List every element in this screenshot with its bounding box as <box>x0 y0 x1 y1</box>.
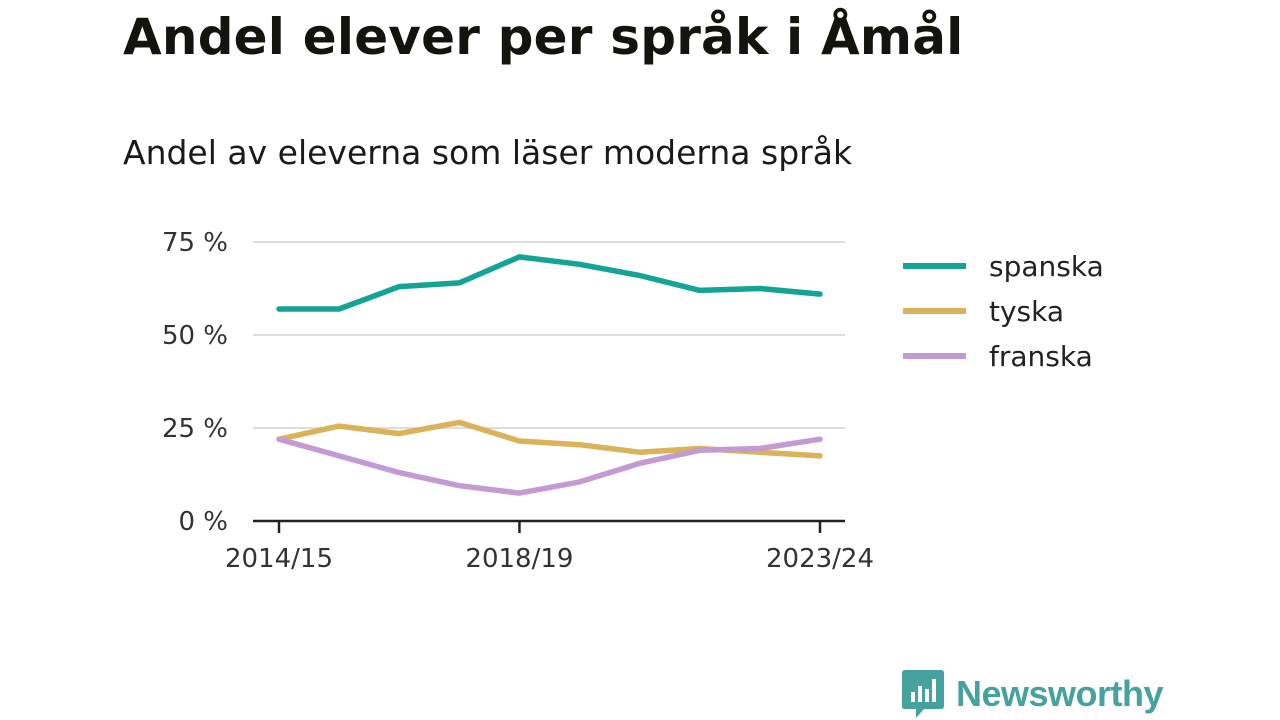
bar-chart-badge-icon <box>902 670 944 718</box>
y-tick-label: 25 % <box>162 414 228 444</box>
chart-title: Andel elever per språk i Åmål <box>123 8 964 66</box>
y-axis-tick-labels: 0 % 25 % 50 % 75 % <box>162 228 228 537</box>
x-tick-label: 2023/24 <box>766 544 874 574</box>
legend-label-tyska: tyska <box>989 295 1064 328</box>
x-tick-label: 2014/15 <box>225 544 333 574</box>
x-tick-label: 2018/19 <box>465 544 573 574</box>
legend-label-spanska: spanska <box>989 250 1104 283</box>
series-line-franska <box>276 436 823 496</box>
brand-logo: Newsworthy <box>902 670 1164 718</box>
legend: spanska tyska franska <box>903 250 1104 373</box>
y-tick-label: 50 % <box>162 321 228 351</box>
y-tick-label: 0 % <box>178 507 228 537</box>
series-lines <box>276 254 823 496</box>
y-tick-label: 75 % <box>162 228 228 258</box>
gridlines <box>253 241 845 429</box>
legend-label-franska: franska <box>989 340 1093 373</box>
x-axis: 2014/15 2018/19 2023/24 <box>225 519 874 574</box>
series-line-spanska <box>276 254 823 312</box>
brand-name: Newsworthy <box>956 673 1164 714</box>
chart-subtitle: Andel av eleverna som läser moderna språ… <box>123 133 853 172</box>
